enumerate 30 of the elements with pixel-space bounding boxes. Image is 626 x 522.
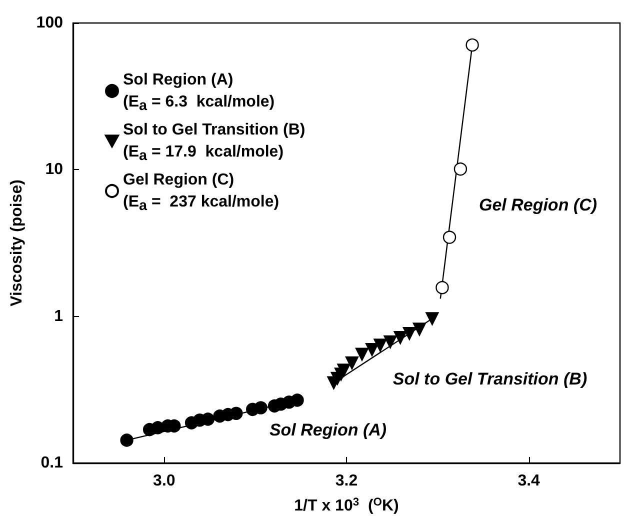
point (402, 326, 416, 340)
y-tick-label: 100 (36, 14, 64, 32)
point (436, 281, 449, 294)
point (442, 230, 456, 244)
y-tick-label: 0.1 (40, 454, 64, 472)
x-tick-label: 3.2 (335, 472, 358, 490)
point (412, 322, 426, 336)
point (394, 331, 407, 344)
point (337, 364, 350, 377)
point (365, 343, 379, 356)
point (120, 434, 134, 447)
y-tick-label: 1 (54, 308, 64, 325)
annotation: Sol to Gel Transition (B) (392, 370, 588, 388)
x-tick-label: 3.4 (518, 472, 540, 490)
annotation: Sol Region (A) (269, 420, 387, 440)
point (374, 338, 387, 352)
point (466, 38, 479, 52)
annotation: Gel Region (C) (478, 196, 598, 214)
point (355, 348, 369, 361)
point (201, 412, 215, 426)
y-tick-label: 10 (45, 161, 64, 178)
point (454, 162, 468, 176)
point (290, 394, 304, 407)
point (426, 312, 439, 326)
point (230, 406, 243, 420)
point (345, 356, 359, 370)
point (384, 335, 397, 349)
x-tick-label: 3.0 (153, 472, 176, 490)
point (254, 401, 268, 414)
y-axis-title: Viscosity (poise) (8, 180, 26, 306)
